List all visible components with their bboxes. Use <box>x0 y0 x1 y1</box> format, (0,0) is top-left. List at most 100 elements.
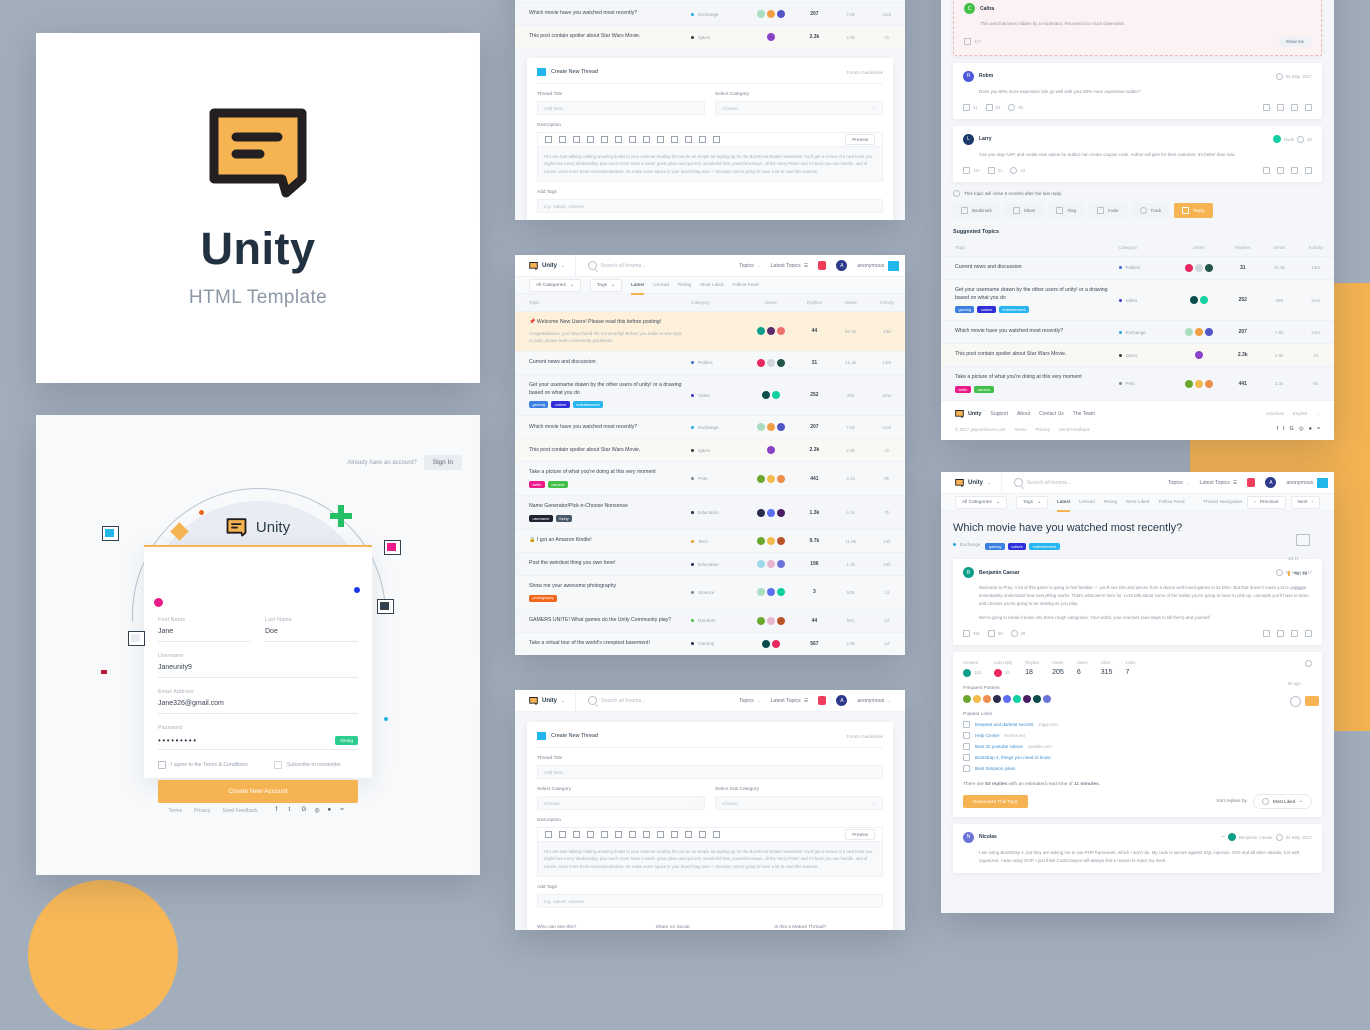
latest-topics-menu[interactable]: Latest Topics ☰ <box>770 262 809 269</box>
editor-toolbar[interactable]: Preview <box>537 827 883 841</box>
topic-title[interactable]: Take a picture of what you're doing at t… <box>529 469 656 476</box>
category-label[interactable]: Politics <box>1118 265 1169 270</box>
tab-most-liked[interactable]: Most Liked <box>700 282 724 288</box>
table-row[interactable]: Name Generator/Pick-n-Choose Nonsense us… <box>515 495 905 530</box>
avatar[interactable] <box>771 391 780 400</box>
user-menu[interactable]: anonymous⌄ <box>857 697 891 704</box>
avatar[interactable] <box>766 537 775 546</box>
topic-title[interactable]: Current news and discussion <box>529 358 596 365</box>
tag[interactable]: gaming <box>955 306 975 314</box>
table-row[interactable]: 📌 Welcome New Users! Please read this be… <box>515 311 905 352</box>
preview-button[interactable]: Preview <box>845 829 875 840</box>
facebook-icon[interactable]: f <box>1276 426 1279 433</box>
twitter-icon[interactable]: t <box>1283 426 1285 433</box>
flag-icon[interactable] <box>1277 103 1284 111</box>
avatar[interactable] <box>756 508 765 517</box>
avatar[interactable] <box>1189 296 1198 305</box>
category-label[interactable]: Gaming <box>691 641 741 646</box>
newsletter-checkbox[interactable]: Subscribe to newsletter <box>273 761 341 769</box>
category-label[interactable]: Exchange <box>953 542 980 547</box>
brand-logo[interactable]: Unity ⌄ <box>529 696 565 705</box>
category-label[interactable]: Tech <box>691 539 741 544</box>
bookmark-icon[interactable] <box>1291 103 1298 111</box>
twitter-icon[interactable]: t <box>288 807 291 813</box>
avatar[interactable] <box>766 616 775 625</box>
topic-title[interactable]: Take a picture of what you're doing at t… <box>955 374 1082 381</box>
like-button[interactable]: 28 <box>1010 629 1025 637</box>
upvote-button[interactable]: 31 <box>963 103 978 111</box>
tag[interactable]: camera <box>547 481 568 489</box>
search-input[interactable]: Search all forums... <box>1026 479 1072 486</box>
tab-unread[interactable]: Unread <box>653 282 669 288</box>
avatar[interactable] <box>776 358 785 367</box>
avatar[interactable] <box>776 423 785 432</box>
table-row[interactable]: Get your username drawn by the other use… <box>941 278 1334 321</box>
tag[interactable]: entertainment <box>572 401 604 409</box>
popular-link[interactable]: Bootstrap 4, things you need to know <box>963 753 1312 761</box>
brand-logo[interactable]: Unity ⌄ <box>955 478 991 487</box>
privacy-link[interactable]: Privacy <box>194 807 211 814</box>
category-select[interactable]: Choose ⌄ <box>715 101 883 115</box>
avatar[interactable]: A <box>1265 477 1277 488</box>
username-field[interactable]: Username Janeunity9 <box>158 653 358 678</box>
category-label[interactable]: Pets <box>691 476 741 481</box>
category-label[interactable]: Exchange <box>1118 330 1169 335</box>
track-button[interactable]: Track <box>1131 202 1170 218</box>
table-row[interactable]: Show me your awesome photography photogr… <box>515 575 905 610</box>
topic-title[interactable]: Name Generator/Pick-n-Choose Nonsense <box>529 503 628 510</box>
table-row[interactable]: Which movie have you watched most recent… <box>941 320 1334 344</box>
tag[interactable]: entertainment <box>1029 543 1060 550</box>
avatar[interactable] <box>766 588 775 597</box>
category-label[interactable]: Exchange <box>691 425 741 430</box>
latest-topics-menu[interactable]: Latest Topics ☰ <box>770 697 809 704</box>
locale-selector[interactable]: Americas English ⌄ <box>1266 411 1320 417</box>
previous-button[interactable]: ‹ Previous <box>1247 495 1286 509</box>
facebook-icon[interactable]: f <box>275 807 278 813</box>
topic-title[interactable]: GAMERS UNITE! What games do the Unity Co… <box>529 616 672 623</box>
google-plus-icon[interactable]: G <box>1289 426 1294 433</box>
footer-feedback-link[interactable]: Send Feedback <box>1058 426 1090 432</box>
tab-latest[interactable]: Latest <box>631 282 645 295</box>
avatar[interactable] <box>776 588 785 597</box>
avatar[interactable] <box>1194 379 1203 388</box>
create-account-button[interactable]: Create New Account <box>158 780 358 803</box>
avatar[interactable] <box>756 327 765 336</box>
avatar[interactable] <box>1204 379 1213 388</box>
topic-title[interactable]: Show me your awesome photography <box>529 583 617 590</box>
table-row[interactable]: Get your username drawn by the other use… <box>515 373 905 416</box>
avatar[interactable] <box>1194 351 1203 360</box>
flag-button[interactable]: Flag <box>1048 202 1085 218</box>
reply-icon[interactable] <box>1305 103 1312 111</box>
category-label[interactable]: Education <box>691 562 741 567</box>
tag[interactable]: camera <box>973 386 994 394</box>
summarize-topic-button[interactable]: Summarize This Topic <box>963 794 1029 808</box>
avatar[interactable] <box>1194 328 1203 337</box>
search-input[interactable]: Search all forums... <box>600 262 646 269</box>
tags-input[interactable]: e.g. nature, science <box>537 199 883 214</box>
tab-follow-feed[interactable]: Follow Feed <box>1158 499 1185 505</box>
table-row[interactable]: Current news and discussion Politics 31 … <box>515 350 905 375</box>
all-categories-filter[interactable]: All Categories ⌄ <box>529 278 581 292</box>
link-icon[interactable] <box>1263 166 1270 174</box>
avatar[interactable] <box>766 474 775 483</box>
topic-title[interactable]: Current news and discussion <box>955 263 1022 270</box>
avatar[interactable] <box>766 508 775 517</box>
table-row[interactable]: 🔒 I got an Amazon Kindle! Tech 9.7k 11.6… <box>515 529 905 553</box>
tags-filter[interactable]: Tags ⌄ <box>1015 495 1049 509</box>
link-icon[interactable] <box>1263 629 1270 637</box>
upvote-button[interactable]: 291 <box>963 629 980 637</box>
topic-title[interactable]: Get your username drawn by the other use… <box>529 381 682 396</box>
user-menu[interactable]: anonymous⌄ <box>1286 480 1320 486</box>
forum-guidelines-link[interactable]: Forum Guidelines <box>846 69 883 75</box>
tag[interactable]: selfie <box>529 481 545 489</box>
category-label[interactable]: Q&As <box>691 448 741 453</box>
tag[interactable]: gaming <box>985 543 1005 550</box>
invite-button[interactable]: Invite <box>1089 202 1127 218</box>
last-name-field[interactable]: Last Name Doe <box>265 617 358 642</box>
category-label[interactable]: Education <box>691 510 741 515</box>
avatar[interactable] <box>1204 263 1213 272</box>
avatar[interactable] <box>1194 263 1203 272</box>
bookmark-button[interactable]: Bookmark <box>953 202 1000 218</box>
sub-category-select[interactable]: Choose ⌄ <box>715 796 883 810</box>
tag[interactable]: username <box>529 515 553 523</box>
